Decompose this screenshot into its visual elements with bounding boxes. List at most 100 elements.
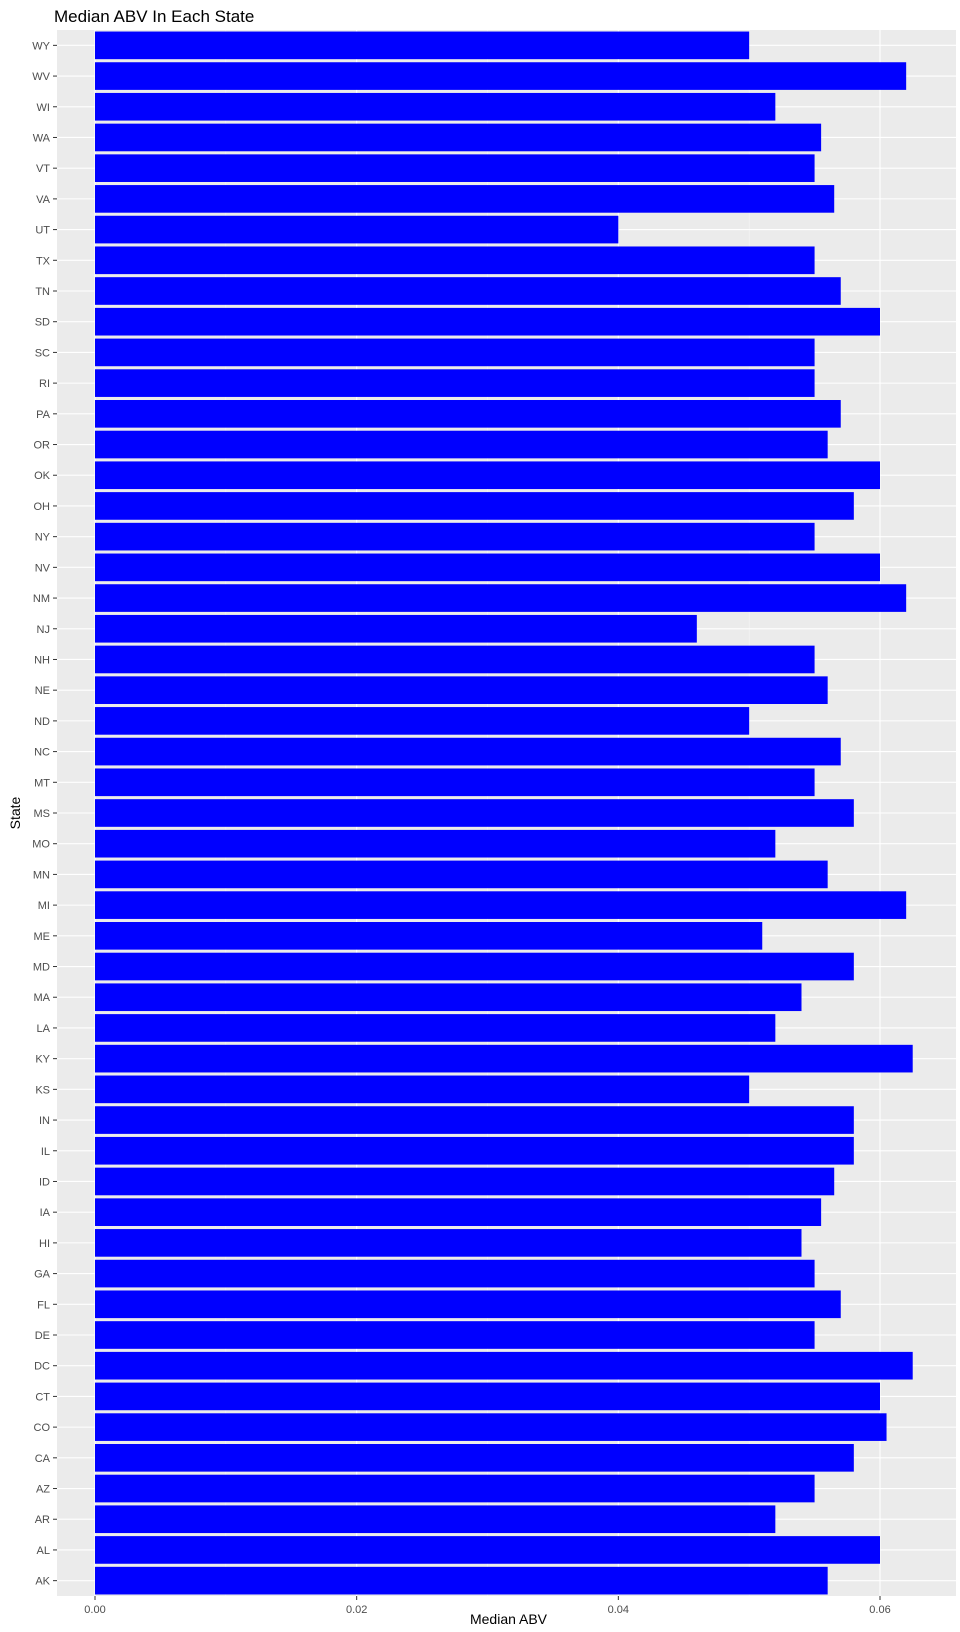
- bar-nv: [95, 553, 880, 582]
- bar-ri: [95, 369, 815, 397]
- bar-wi: [95, 92, 776, 121]
- x-tick-label: 0.02: [346, 1604, 367, 1616]
- y-tick-label-co: CO: [34, 1422, 51, 1434]
- bar-de: [95, 1321, 815, 1349]
- bar-va: [95, 185, 835, 213]
- bar-sd: [95, 307, 880, 336]
- y-tick-label-hi: HI: [39, 1238, 50, 1250]
- y-tick-label-mn: MN: [33, 869, 50, 881]
- bar-ia: [95, 1198, 822, 1226]
- y-tick-label-id: ID: [39, 1176, 50, 1188]
- y-tick-label-nh: NH: [34, 654, 50, 666]
- bar-fl: [95, 1290, 841, 1319]
- bar-ms: [95, 799, 854, 827]
- bar-al: [95, 1536, 880, 1564]
- y-tick-label-ne: NE: [35, 685, 50, 697]
- y-tick-label-tn: TN: [35, 286, 50, 298]
- y-axis: AK AL AR AZ CA CO CT DC DE FL GA HI IA ID IL IN KS KY LA MA…: [32, 40, 57, 1588]
- y-tick-label-nj: NJ: [37, 624, 50, 636]
- bar-co: [95, 1413, 887, 1441]
- y-tick-label-ct: CT: [35, 1391, 50, 1403]
- y-tick-label-ks: KS: [35, 1084, 50, 1096]
- bar-ut: [95, 215, 619, 244]
- bars-group: [95, 31, 913, 1595]
- bar-in: [95, 1106, 854, 1134]
- y-tick-label-la: LA: [37, 1023, 51, 1035]
- bar-wy: [95, 31, 750, 60]
- y-tick-label-me: ME: [34, 931, 51, 943]
- bar-nh: [95, 645, 815, 674]
- bar-nm: [95, 584, 907, 612]
- y-tick-label-mi: MI: [38, 900, 50, 912]
- bar-ct: [95, 1382, 880, 1411]
- y-tick-label-ga: GA: [34, 1269, 51, 1281]
- y-tick-label-ri: RI: [39, 378, 50, 390]
- bar-ca: [95, 1444, 854, 1472]
- bar-la: [95, 1014, 776, 1042]
- y-tick-label-in: IN: [39, 1115, 50, 1127]
- x-axis: 0.00 0.02 0.04 0.06: [84, 1596, 891, 1616]
- y-tick-label-sc: SC: [35, 347, 50, 359]
- y-tick-label-vt: VT: [36, 163, 50, 175]
- bar-vt: [95, 154, 815, 182]
- y-tick-label-nc: NC: [34, 747, 50, 759]
- y-tick-label-mt: MT: [34, 777, 50, 789]
- y-tick-label-fl: FL: [37, 1299, 50, 1311]
- x-axis-title: Median ABV: [470, 1611, 548, 1627]
- bar-az: [95, 1474, 815, 1503]
- y-tick-label-de: DE: [35, 1330, 50, 1342]
- bar-ga: [95, 1259, 815, 1288]
- bar-ny: [95, 522, 815, 551]
- bar-mt: [95, 768, 815, 797]
- y-tick-label-va: VA: [36, 194, 51, 206]
- bar-or: [95, 430, 828, 459]
- x-tick-label: 0.04: [608, 1604, 629, 1616]
- bar-il: [95, 1136, 854, 1165]
- y-tick-label-ny: NY: [35, 532, 51, 544]
- bar-ak: [95, 1566, 828, 1595]
- bar-pa: [95, 400, 841, 428]
- y-tick-label-tx: TX: [36, 255, 51, 267]
- x-tick-label: 0.00: [84, 1604, 105, 1616]
- y-tick-label-ar: AR: [35, 1514, 50, 1526]
- bar-ma: [95, 983, 802, 1012]
- y-tick-label-pa: PA: [36, 409, 51, 421]
- y-tick-label-ia: IA: [40, 1207, 51, 1219]
- y-tick-label-nd: ND: [34, 716, 50, 728]
- bar-oh: [95, 492, 854, 520]
- bar-wv: [95, 62, 907, 90]
- y-tick-label-oh: OH: [34, 501, 51, 513]
- y-tick-label-wi: WI: [37, 102, 50, 114]
- y-axis-title: State: [7, 796, 23, 829]
- y-tick-label-md: MD: [33, 962, 50, 974]
- bar-mo: [95, 829, 776, 858]
- y-tick-label-il: IL: [41, 1146, 50, 1158]
- bar-me: [95, 922, 763, 950]
- y-tick-label-az: AZ: [36, 1484, 50, 1496]
- y-tick-label-mo: MO: [32, 839, 50, 851]
- bar-nd: [95, 707, 750, 735]
- bar-nc: [95, 737, 841, 766]
- y-tick-label-sd: SD: [35, 317, 50, 329]
- y-tick-label-dc: DC: [34, 1361, 50, 1373]
- bar-wa: [95, 123, 822, 152]
- chart-title: Median ABV In Each State: [54, 7, 254, 26]
- y-tick-label-ky: KY: [35, 1054, 50, 1066]
- y-tick-label-al: AL: [37, 1545, 50, 1557]
- bar-md: [95, 952, 854, 981]
- bar-id: [95, 1167, 835, 1196]
- y-tick-label-ak: AK: [35, 1576, 50, 1588]
- x-tick-label: 0.06: [869, 1604, 890, 1616]
- y-tick-label-ut: UT: [35, 225, 50, 237]
- bar-ky: [95, 1044, 913, 1073]
- y-tick-label-wa: WA: [33, 132, 51, 144]
- y-tick-label-nm: NM: [33, 593, 50, 605]
- y-tick-label-ma: MA: [34, 992, 51, 1004]
- bar-mi: [95, 891, 907, 919]
- bar-hi: [95, 1229, 802, 1257]
- bar-ne: [95, 676, 828, 704]
- bar-nj: [95, 614, 697, 643]
- bar-ar: [95, 1505, 776, 1534]
- bar-ok: [95, 461, 880, 490]
